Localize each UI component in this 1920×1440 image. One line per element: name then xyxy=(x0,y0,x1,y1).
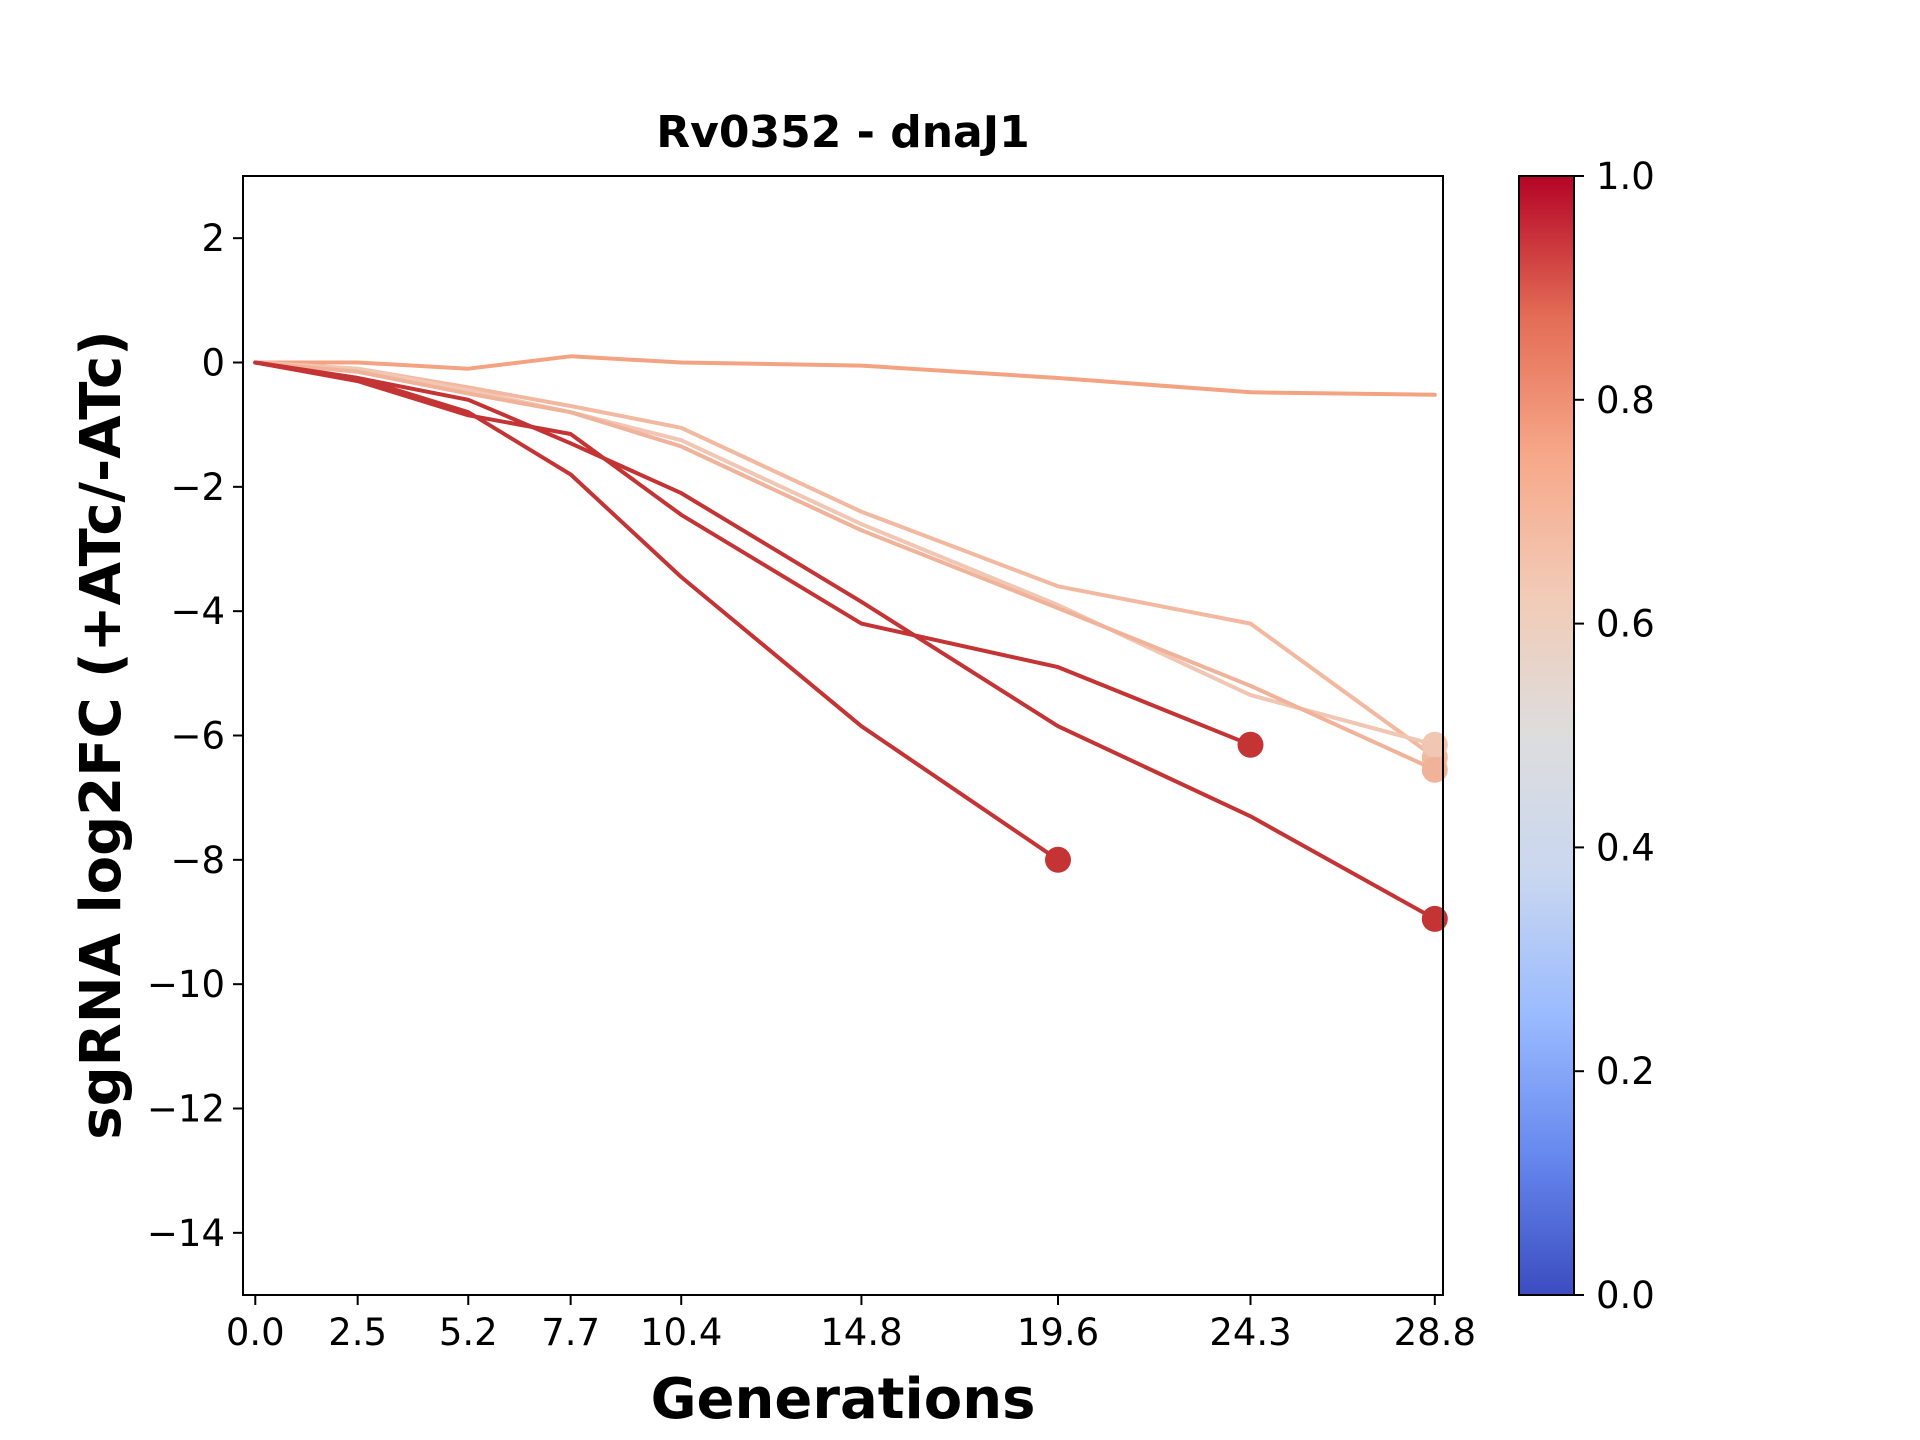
y-tick-label: −2 xyxy=(170,466,225,509)
colorbar-tick-label: 0.0 xyxy=(1596,1274,1655,1317)
x-tick-label: 0.0 xyxy=(226,1311,285,1354)
series-line-7 xyxy=(253,360,1060,862)
x-axis: 0.0 2.5 5.2 7.7 10.4 14.8 19.6 24.3 28.8 xyxy=(226,1295,1476,1354)
x-axis-title: Generations xyxy=(651,1367,1036,1432)
plot-area xyxy=(242,175,1448,1296)
x-tick-label: 28.8 xyxy=(1394,1311,1476,1354)
x-tick-label: 2.5 xyxy=(328,1311,387,1354)
colorbar: 0.0 0.2 0.4 0.6 0.8 1.0 xyxy=(1518,155,1655,1317)
x-tick-label: 7.7 xyxy=(541,1311,600,1354)
series-line-1 xyxy=(253,354,1437,397)
x-tick-label: 10.4 xyxy=(640,1311,722,1354)
series-end-marker-7 xyxy=(1045,846,1071,873)
y-tick-label: −6 xyxy=(170,715,225,758)
colorbar-ticks: 0.0 0.2 0.4 0.6 0.8 1.0 xyxy=(1574,155,1655,1317)
colorbar-tick-label: 0.2 xyxy=(1596,1050,1655,1093)
colorbar-tick-label: 0.4 xyxy=(1596,826,1655,869)
y-tick-label: 0 xyxy=(201,342,225,385)
colorbar-tick-label: 0.8 xyxy=(1596,379,1655,422)
colorbar-tick-label: 0.6 xyxy=(1596,603,1655,646)
y-tick-label: −10 xyxy=(147,963,225,1006)
x-tick-label: 24.3 xyxy=(1209,1311,1291,1354)
y-tick-label: −4 xyxy=(170,590,225,633)
chart-title: Rv0352 - dnaJ1 xyxy=(656,107,1029,158)
series-line-6 xyxy=(253,360,1437,921)
y-tick-label: 2 xyxy=(201,217,225,260)
y-axis-title: sgRNA log2FC (+ATc/-ATc) xyxy=(69,330,134,1140)
y-tick-label: −12 xyxy=(147,1088,225,1131)
series-line-4 xyxy=(253,360,1437,772)
y-tick-label: −14 xyxy=(147,1212,225,1255)
x-tick-label: 5.2 xyxy=(439,1311,498,1354)
colorbar-gradient xyxy=(1518,175,1575,1296)
series-line-5 xyxy=(253,360,1253,747)
series-end-marker-6 xyxy=(1421,905,1448,932)
series-end-marker-3 xyxy=(1421,731,1448,758)
y-axis: 2 0 −2 −4 −6 −8 −10 −12 −14 xyxy=(147,217,243,1255)
series-end-marker-4 xyxy=(1421,756,1448,783)
series-group xyxy=(253,354,1448,932)
series-end-marker-5 xyxy=(1237,731,1264,758)
x-tick-label: 19.6 xyxy=(1017,1311,1099,1354)
series-line-3 xyxy=(253,360,1437,747)
y-tick-label: −8 xyxy=(170,839,225,882)
colorbar-tick-label: 1.0 xyxy=(1596,155,1655,198)
x-tick-label: 14.8 xyxy=(820,1311,902,1354)
